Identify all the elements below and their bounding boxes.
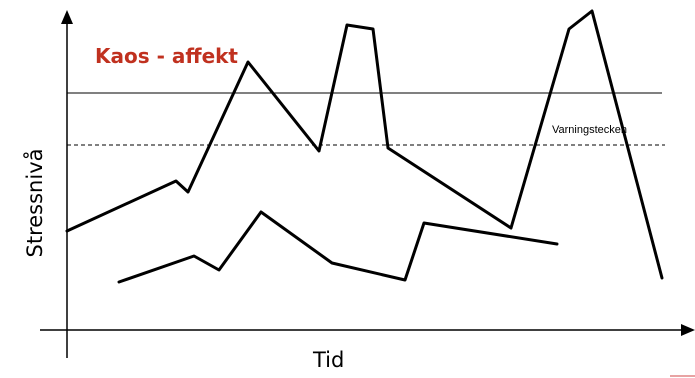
x-axis-arrowhead: [681, 324, 695, 336]
corner-accent-mark: [670, 375, 695, 377]
y-axis-label: Stressnivå: [23, 148, 47, 258]
chart-title: Kaos - affekt: [95, 44, 238, 68]
upper-stress-curve: [65, 9, 664, 280]
lower-stress-curve: [117, 210, 559, 284]
y-axis-arrowhead: [61, 10, 73, 24]
axes: [40, 10, 695, 358]
x-axis-label: Tid: [313, 348, 345, 372]
warning-threshold-label: Varningstecken: [552, 124, 628, 136]
